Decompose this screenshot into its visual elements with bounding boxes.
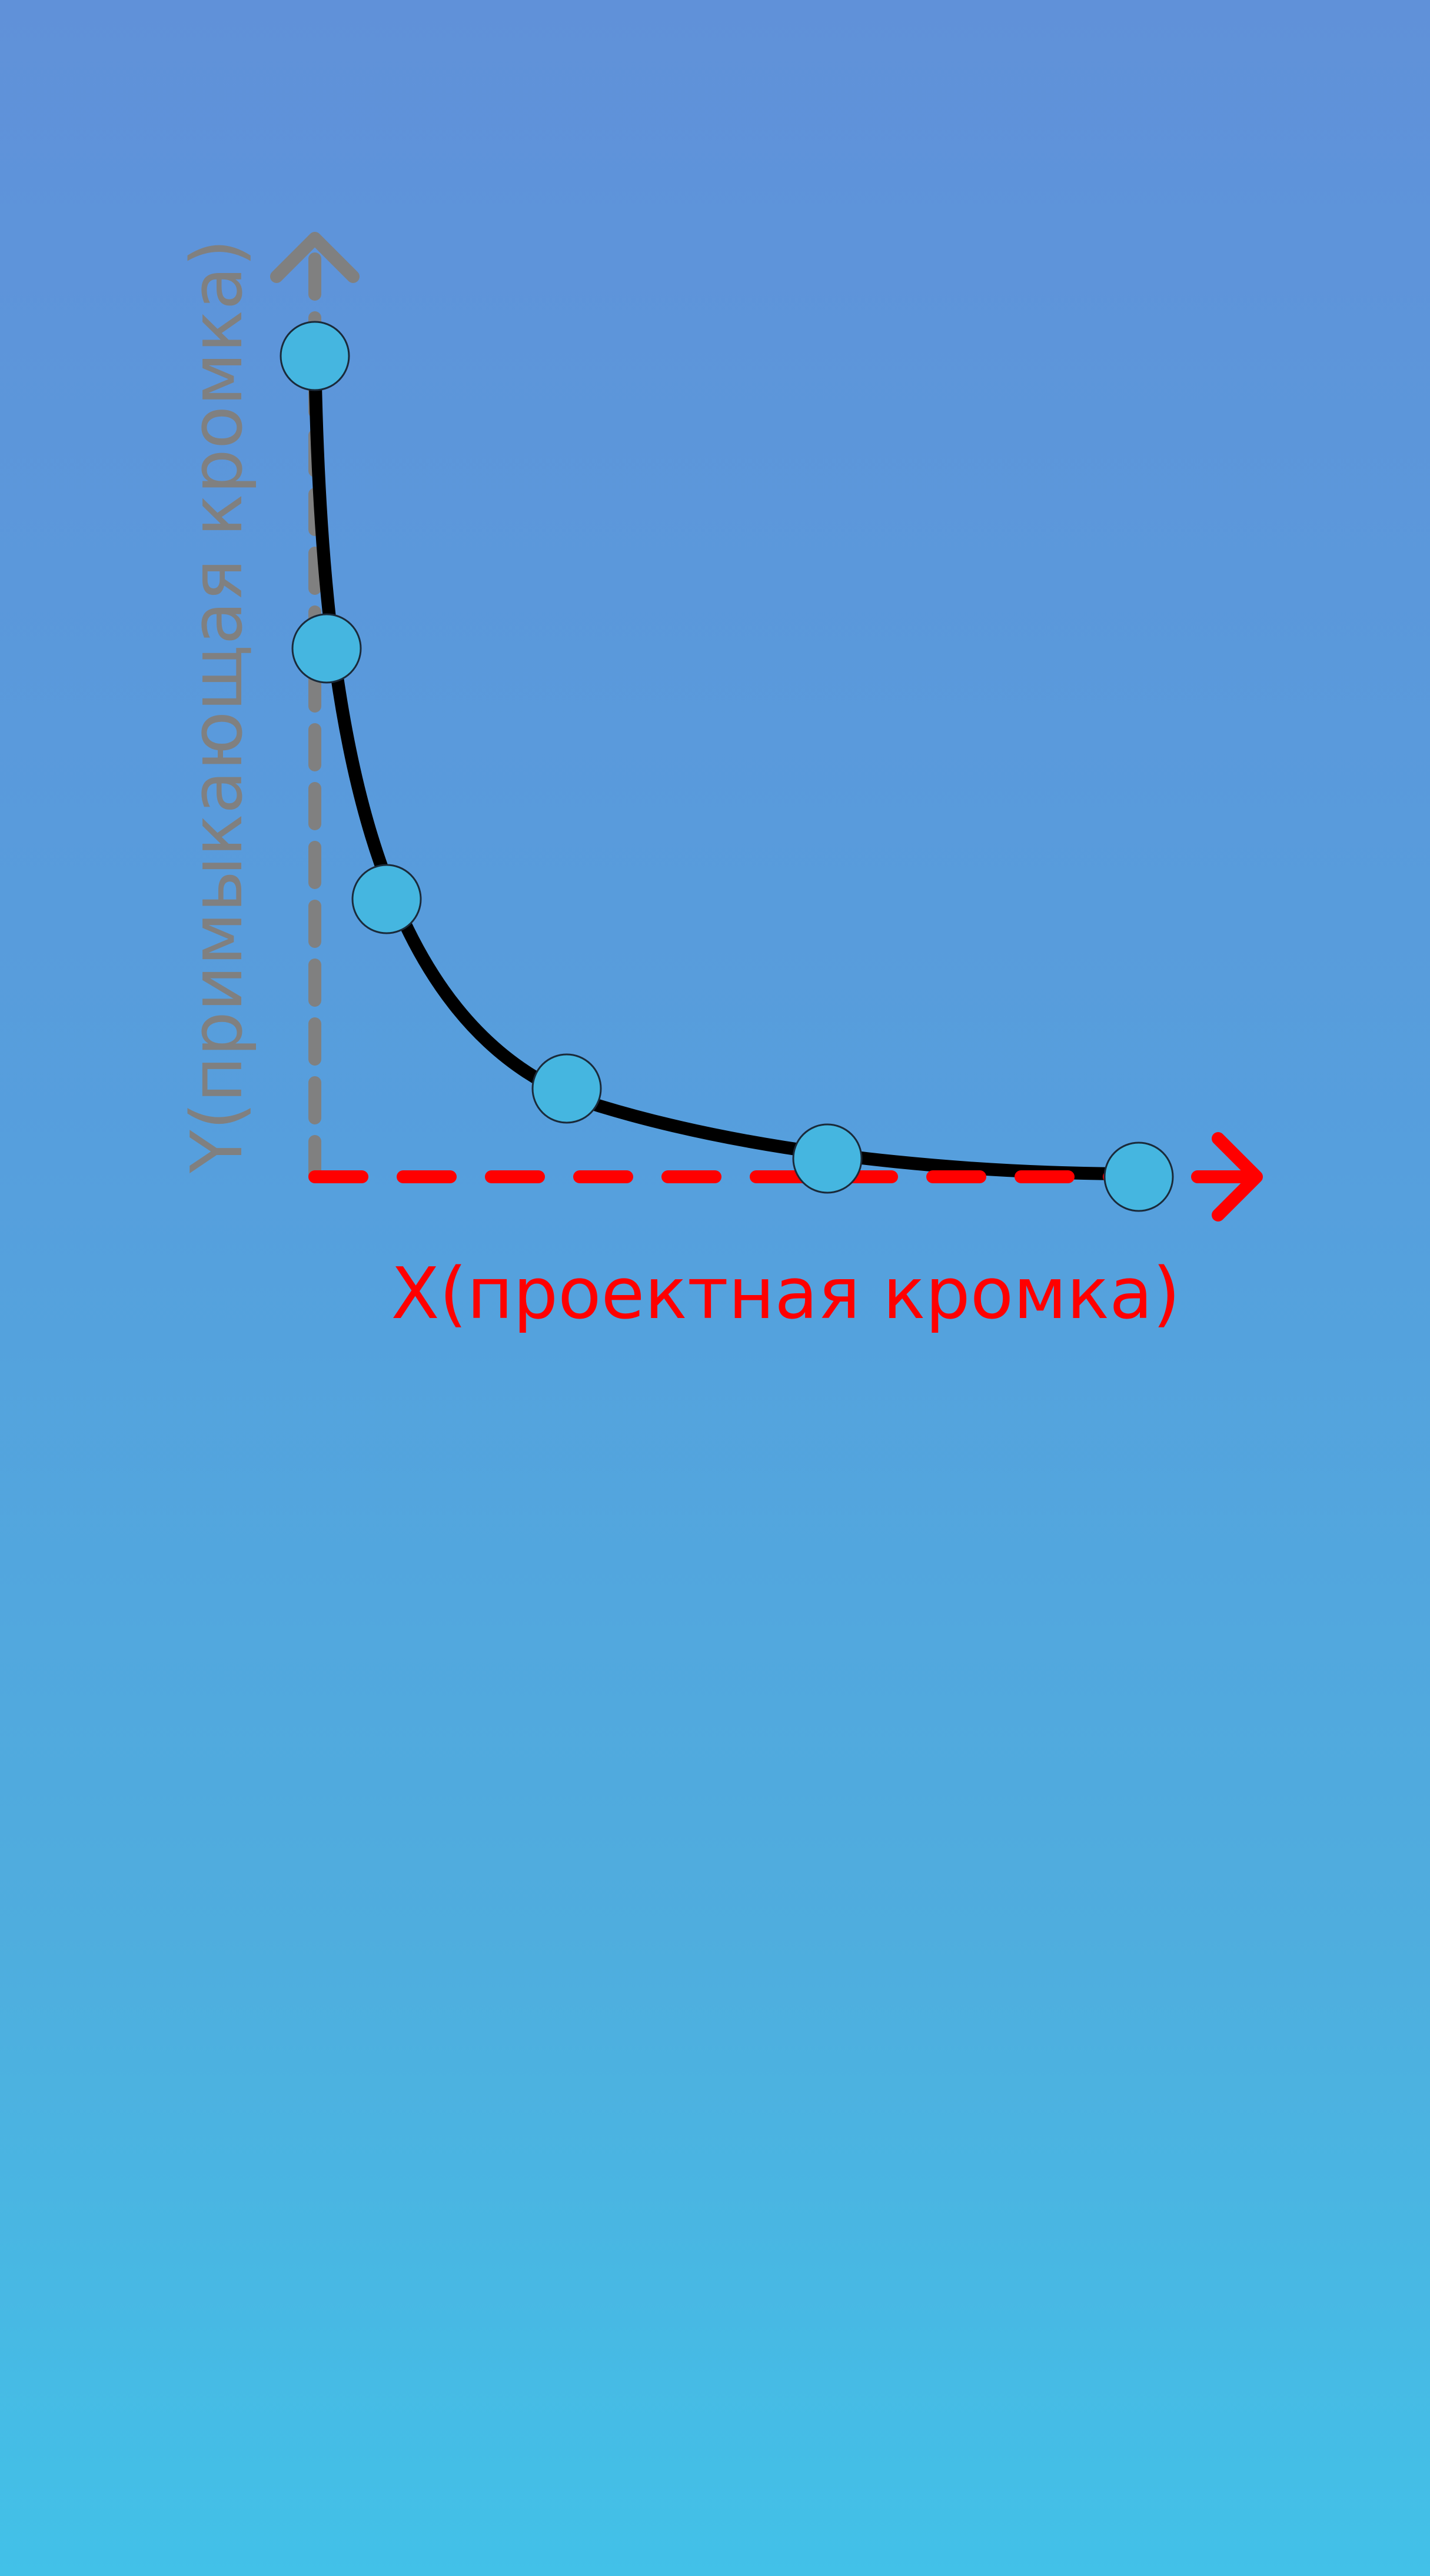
curve-point bbox=[280, 321, 350, 391]
x-axis-arrowhead bbox=[1212, 1132, 1263, 1222]
curve-line bbox=[308, 350, 1145, 1180]
curve-point bbox=[351, 864, 422, 934]
curve-point bbox=[1103, 1141, 1174, 1212]
curve-point bbox=[291, 613, 362, 684]
y-axis-arrowhead bbox=[270, 232, 360, 283]
curve-point bbox=[531, 1053, 602, 1124]
curve-points bbox=[280, 321, 1174, 1212]
x-axis bbox=[308, 1132, 1263, 1222]
x-axis-label: X(проектная кромка) bbox=[391, 1253, 1180, 1335]
curve-point bbox=[792, 1123, 863, 1194]
y-axis-label: Y(примыкающая кромка) bbox=[177, 239, 258, 1173]
